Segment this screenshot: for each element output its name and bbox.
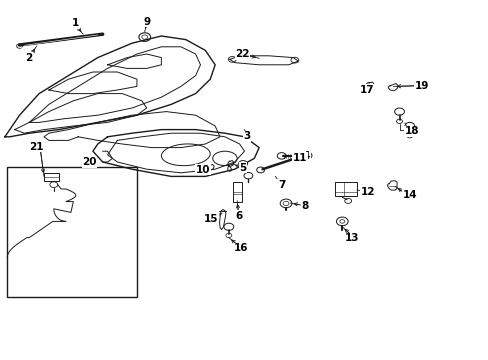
Text: 3: 3: [243, 131, 250, 141]
Text: 11: 11: [292, 153, 307, 163]
Text: 22: 22: [235, 49, 249, 59]
Text: 5: 5: [239, 163, 246, 173]
Bar: [7, 167, 137, 297]
Text: 15: 15: [203, 214, 218, 224]
Text: 12: 12: [360, 186, 375, 197]
Text: 6: 6: [235, 211, 242, 221]
Text: 21: 21: [29, 141, 44, 152]
Text: 16: 16: [233, 243, 247, 253]
Text: 10: 10: [195, 165, 210, 175]
Text: 1: 1: [72, 18, 79, 28]
Text: 19: 19: [414, 81, 428, 91]
Text: 18: 18: [404, 126, 418, 136]
Text: 20: 20: [82, 157, 97, 167]
Text: 8: 8: [301, 201, 308, 211]
Bar: [232, 182, 241, 202]
Bar: [334, 182, 356, 196]
Text: 17: 17: [359, 85, 374, 95]
Bar: [44, 173, 59, 181]
Text: 4: 4: [302, 150, 310, 161]
Text: 9: 9: [143, 17, 150, 27]
Text: 2: 2: [25, 53, 32, 63]
Text: 7: 7: [277, 180, 285, 190]
Text: 14: 14: [402, 190, 416, 201]
Text: 13: 13: [344, 233, 359, 243]
